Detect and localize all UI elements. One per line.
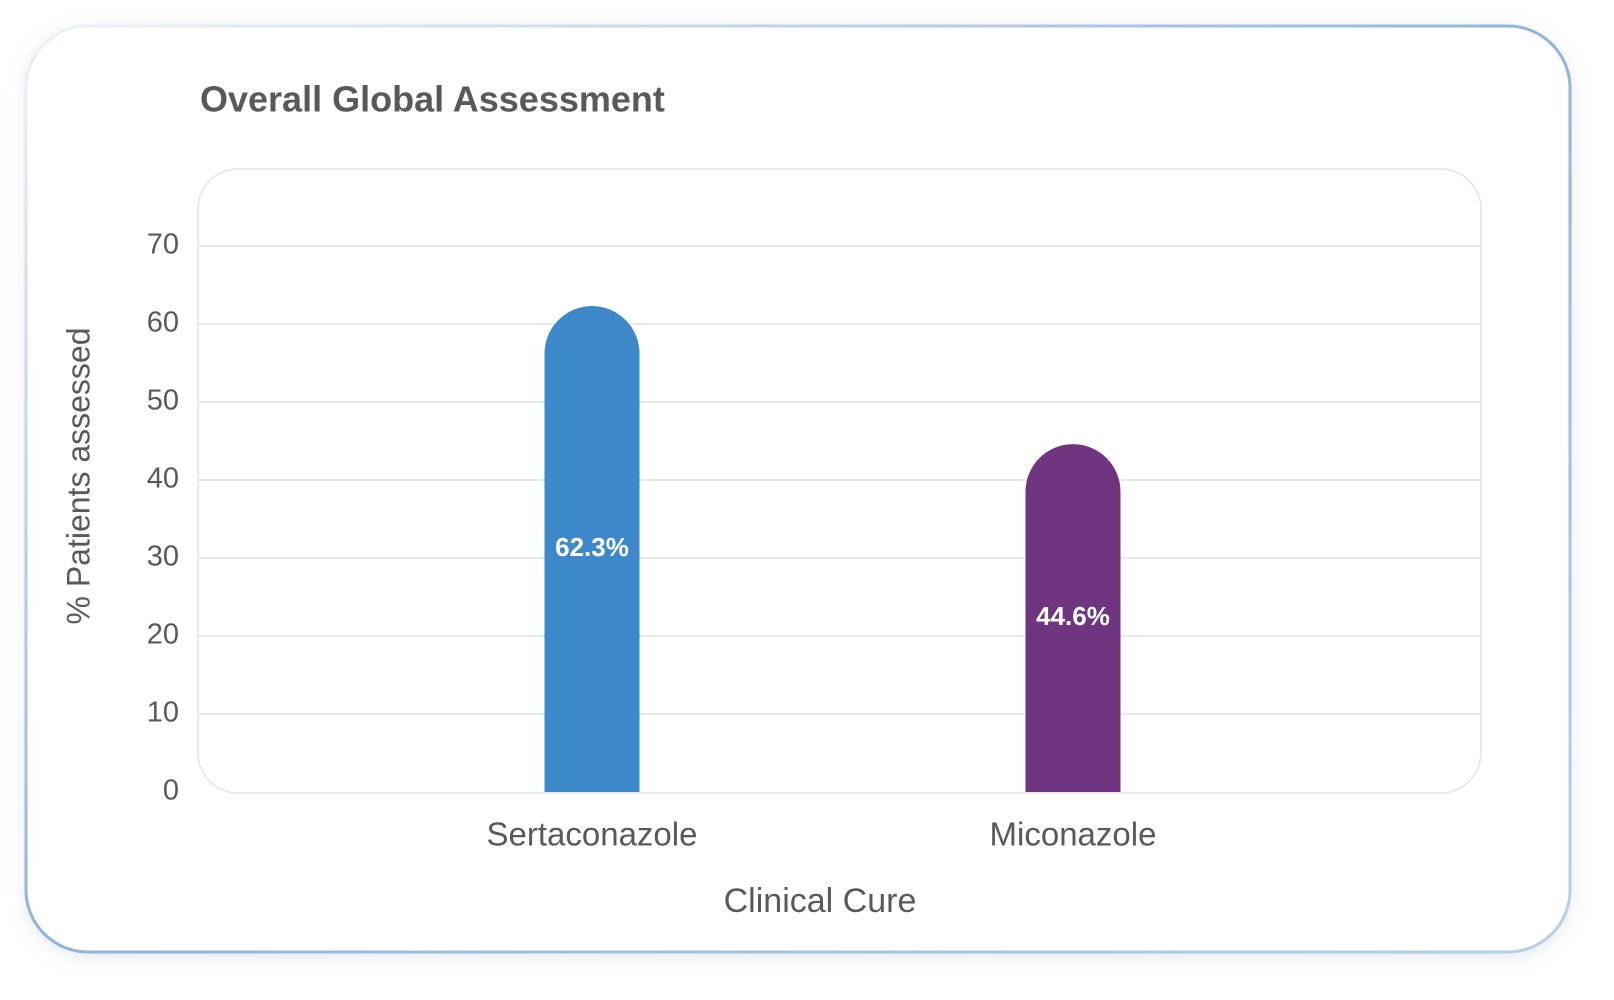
value-label: 44.6% <box>1036 601 1110 631</box>
y-tick-label: 50 <box>147 385 179 417</box>
y-tick-label: 70 <box>147 229 179 261</box>
chart-title: Overall Global Assessment <box>200 79 665 120</box>
bar <box>1025 444 1121 792</box>
bar <box>544 306 640 792</box>
x-tick-label: Sertaconazole <box>487 816 698 853</box>
x-tick-label: Miconazole <box>990 816 1157 853</box>
y-tick-label: 20 <box>147 619 179 651</box>
y-tick-label: 10 <box>147 697 179 729</box>
y-tick-label: 40 <box>147 463 179 495</box>
y-axis-label: % Patients assessed <box>60 327 96 624</box>
plot-area <box>197 168 1482 794</box>
y-tick-label: 0 <box>163 775 179 807</box>
y-tick-label: 60 <box>147 307 179 339</box>
value-label: 62.3% <box>555 532 629 562</box>
y-tick-label: 30 <box>147 541 179 573</box>
x-axis-label: Clinical Cure <box>724 882 917 920</box>
